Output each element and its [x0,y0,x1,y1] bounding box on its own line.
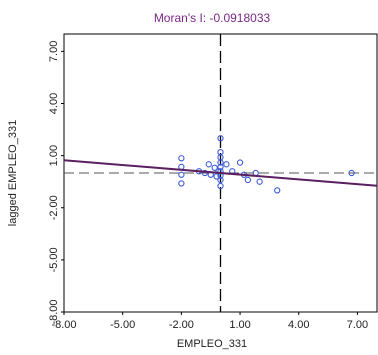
data-points [178,135,355,194]
y-axis-label: lagged EMPLEO_331 [7,120,19,226]
y-tick-label: 7.00 [48,41,60,62]
x-tick-label: 7.00 [347,319,368,331]
data-point [217,163,224,171]
data-point [217,159,224,166]
data-point [274,187,281,194]
data-point [213,173,220,180]
x-axis-label: EMPLEO_331 [177,338,247,350]
y-tick-label: 4.00 [48,93,60,114]
x-tick-label: -8.00 [51,319,76,331]
y-tick-label: -5.00 [48,247,60,272]
data-point [217,176,224,184]
data-point [217,135,224,142]
data-point [236,159,244,166]
y-tick-label: -2.00 [48,195,60,220]
data-point [211,164,218,171]
data-point [201,169,208,177]
data-point [348,169,355,177]
x-tick-label: 1.00 [229,319,250,331]
data-point [178,180,185,187]
regression-line [63,159,378,187]
y-tick-label: 1.00 [48,145,60,166]
data-point [217,148,224,156]
chart-title: Moran's I: -0.0918033 [154,11,271,25]
x-tick-label: 4.00 [288,319,309,331]
regression-line-group [63,159,378,187]
data-point [205,161,212,168]
data-point [256,178,263,185]
data-point [178,155,185,162]
y-tick-label: -8.00 [48,299,60,324]
y-tick-labels: 7.00 4.00 1.00 -2.00 -5.00 -8.00 [48,41,64,325]
data-point [223,161,230,168]
data-point [244,176,252,184]
x-tick-labels: -8.00 -5.00 -2.00 1.00 4.00 7.00 [51,312,368,331]
x-tick-label: -2.00 [169,319,194,331]
data-point [217,182,224,190]
x-tick-label: -5.00 [110,319,135,331]
data-point [178,171,185,178]
